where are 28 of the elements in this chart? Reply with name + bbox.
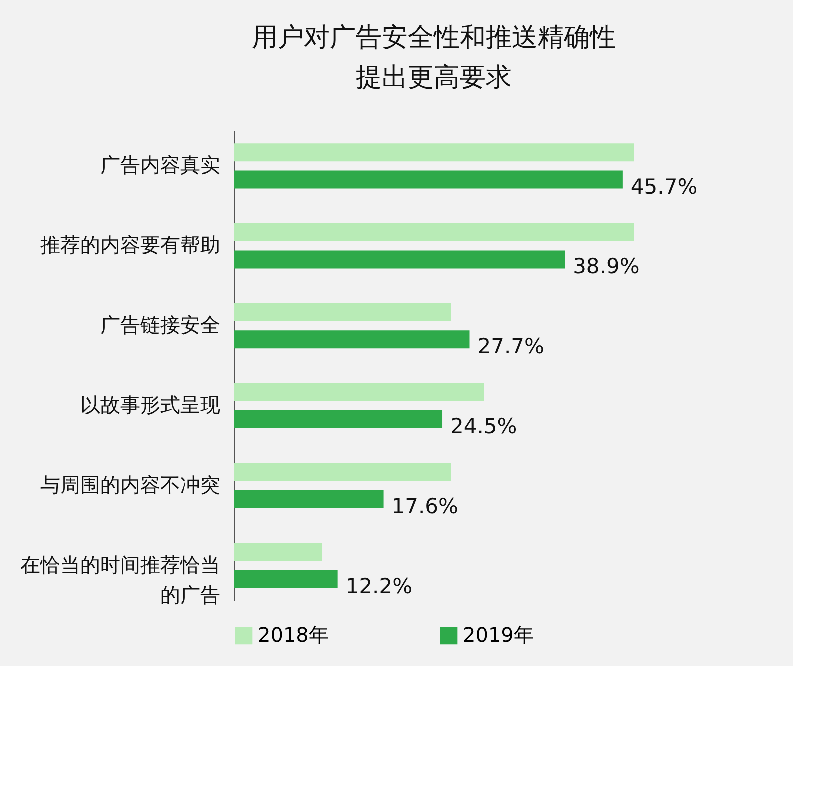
text: 用户对广告安全性和推送精确性 (252, 23, 616, 53)
bar (234, 463, 452, 482)
legend-label: 2018年 (258, 623, 329, 647)
legend-label: 2019年 (463, 623, 534, 647)
y-tick-label: 广告内容真实 (100, 153, 220, 178)
y-tick-label: 以故事形式呈现 (80, 392, 220, 417)
bar (234, 224, 634, 242)
data-label: 17.6% (392, 494, 459, 518)
bar (234, 144, 634, 162)
y-tick-label: 在恰当的时间推荐恰当的广告 (20, 552, 220, 607)
bar (234, 170, 623, 189)
bar (234, 543, 323, 562)
bar (234, 330, 470, 349)
data-label: 27.7% (478, 334, 544, 359)
bar (234, 250, 566, 269)
text: 提出更高要求 (356, 63, 512, 93)
bar (234, 383, 484, 402)
data-label: 38.9% (573, 254, 640, 279)
y-tick-label: 广告链接安全 (100, 313, 220, 338)
data-label: 45.7% (630, 174, 698, 199)
data-label: 12.2% (346, 574, 413, 598)
bar (234, 490, 384, 508)
y-tick-label: 推荐的内容要有帮助 (40, 233, 220, 258)
bar (234, 303, 452, 322)
y-tick-label: 与周围的内容不冲突 (40, 472, 220, 497)
data-label: 24.5% (450, 414, 518, 439)
bar (234, 570, 338, 588)
bar (234, 410, 443, 429)
